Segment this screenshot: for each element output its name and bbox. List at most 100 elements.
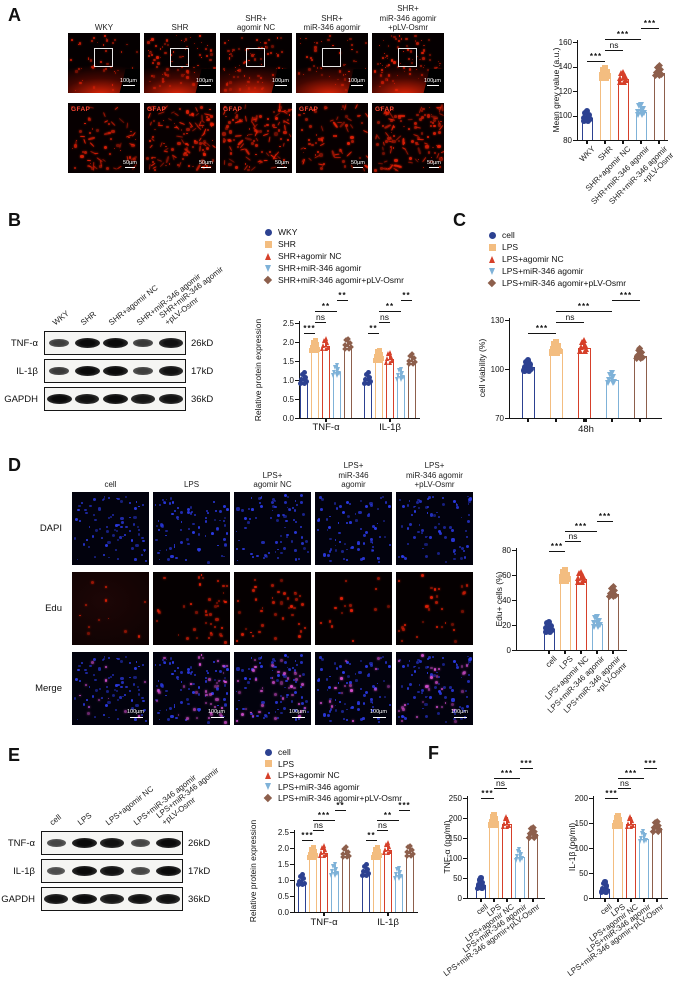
sig-line [644, 768, 657, 770]
scale-label: 100µm [196, 78, 213, 84]
fluor-dot [209, 613, 212, 617]
fluor-dot [388, 543, 392, 547]
fluor-dot [364, 112, 368, 119]
triangle-up-marker [320, 343, 325, 348]
fluor-dot [120, 500, 123, 504]
fluor-dot [261, 541, 265, 545]
fluor-dot [271, 45, 274, 48]
sig-line [302, 840, 313, 842]
fluor-dot [346, 40, 348, 42]
fluor-dot [374, 587, 377, 590]
fluor-dot [430, 587, 433, 590]
fluor-dot [349, 662, 352, 665]
fluor-dot [453, 710, 456, 713]
fluor-dot [341, 691, 344, 694]
triangle-down-marker [334, 362, 339, 368]
fluor-dot [382, 151, 386, 155]
fluor-dot [357, 548, 361, 552]
sig-label: ns [314, 820, 323, 830]
fluor-dot [221, 664, 225, 668]
fluor-dot [175, 35, 177, 37]
fluor-dot [79, 694, 81, 697]
fluor-dot [228, 53, 230, 55]
y-tick-label: 120 [558, 86, 572, 96]
fluor-dot [322, 553, 327, 557]
fluor-dot [245, 148, 251, 156]
bar [408, 361, 416, 418]
fluor-dot [404, 556, 408, 560]
fluor-dot [159, 141, 163, 147]
fluor-dot [187, 670, 191, 674]
fluor-dot [317, 138, 319, 140]
x-tick [604, 140, 606, 144]
fluor-dot [210, 115, 213, 118]
fluor-dot [222, 698, 226, 702]
fluor-dot [373, 526, 377, 530]
fluor-dot [420, 116, 424, 120]
fluor-dot [274, 660, 277, 663]
legend-label: SHR+miR-346 agomir+pLV-Osmr [278, 275, 404, 285]
circle-marker [298, 380, 304, 386]
fluor-dot [275, 701, 278, 704]
fluor-dot [299, 525, 303, 529]
fluor-dot [97, 667, 102, 671]
fluor-dot [276, 37, 279, 39]
fluor-dot [357, 702, 360, 706]
diamond-marker [487, 278, 497, 288]
fluor-dot [75, 678, 79, 682]
fluor-dot [357, 542, 360, 546]
fluor-dot [249, 52, 251, 54]
fluor-dot [349, 521, 353, 525]
fluor-dot [444, 720, 447, 723]
triangle-down-marker [594, 613, 600, 620]
triangle-up-marker [386, 850, 391, 856]
fluor-dot [251, 555, 254, 558]
fluor-dot [176, 507, 179, 510]
circle-marker [264, 748, 272, 756]
triangle-up-marker [387, 349, 392, 355]
fluor-dot [349, 681, 353, 685]
fluor-dot [345, 580, 348, 582]
fluor-dot [125, 655, 128, 658]
fluor-dot [207, 672, 209, 674]
fluor-dot [418, 524, 421, 526]
fluor-dot [106, 529, 110, 533]
fluor-dot [172, 51, 175, 54]
x-tick [639, 418, 641, 422]
x-tick [604, 898, 606, 902]
fluor-dot [169, 657, 173, 660]
fluor-dot [166, 125, 170, 129]
kd-label: 17kD [188, 866, 211, 877]
fluor-dot [187, 703, 190, 706]
y-tick [512, 575, 516, 577]
fluor-dot [116, 144, 120, 148]
y-tick [463, 798, 467, 800]
zoom-inset-box [398, 48, 417, 67]
fluor-dot [293, 672, 297, 676]
fluor-dot [299, 38, 301, 40]
fluor-dot [209, 49, 213, 52]
fluor-dot [117, 699, 120, 702]
fluor-dot [432, 131, 436, 135]
fluor-dot [345, 500, 349, 504]
fluor-dot [135, 500, 138, 503]
fluor-dot [79, 614, 81, 617]
fluor-dot [354, 103, 358, 109]
fluor-dot [404, 148, 409, 155]
fluor-dot [224, 721, 227, 724]
scale-label: 50µm [199, 160, 213, 166]
fluor-dot [86, 631, 90, 635]
x-tick-label: cell [543, 654, 559, 670]
fluor-dot [260, 41, 262, 43]
fluor-dot [276, 708, 279, 711]
fluor-dot [346, 150, 352, 157]
blot-band [155, 866, 181, 876]
fluor-dot [217, 684, 220, 687]
square-marker [307, 855, 313, 860]
sig-label: *** [398, 801, 411, 810]
y-tick-label: 50 [579, 868, 588, 878]
y-tick-label: 2.0 [282, 337, 294, 347]
fluor-dot [217, 604, 220, 607]
fluor-dot [73, 144, 77, 148]
fluor-dot [274, 637, 278, 641]
